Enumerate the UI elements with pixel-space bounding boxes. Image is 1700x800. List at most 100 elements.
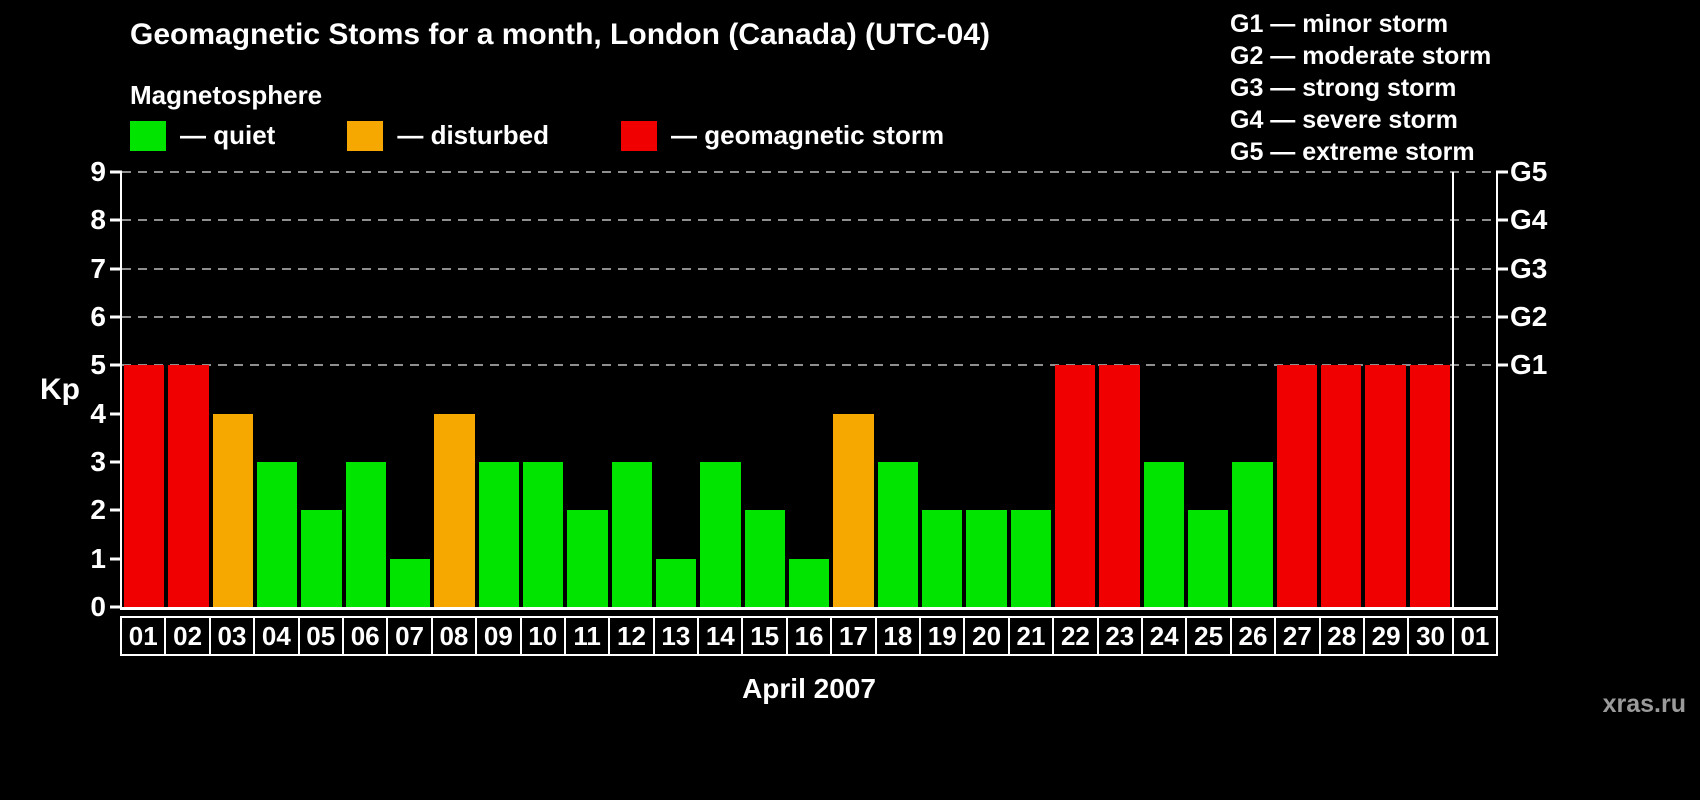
- legend-item-label: — geomagnetic storm: [671, 120, 945, 150]
- kp-bar: [434, 413, 475, 607]
- g-tick-mark-G3: [1496, 267, 1508, 271]
- day-label: 17: [830, 616, 877, 656]
- bar-column-day-04: [255, 172, 299, 607]
- kp-bar: [1187, 510, 1229, 607]
- gridline-kp-9: [122, 171, 1496, 173]
- g-legend-line-4: G4 — severe storm: [1230, 106, 1458, 134]
- kp-bar: [1409, 365, 1450, 607]
- day-label: 12: [608, 616, 655, 656]
- plot-area: Kp 01 02 03 04 05 06 07 08 09 10 11 12 13 14 15 16 17 18 1…: [40, 156, 1547, 704]
- x-axis-title: April 2007: [742, 673, 876, 704]
- kp-bar: [389, 558, 431, 607]
- kp-bar: [1099, 365, 1140, 607]
- y-tick-mark-6: [110, 315, 122, 319]
- day-label: 01: [120, 616, 167, 656]
- day-label: 28: [1318, 616, 1365, 656]
- g-tick-label-G4: G4: [1510, 204, 1548, 236]
- day-label: 13: [652, 616, 700, 656]
- y-tick-mark-4: [110, 412, 122, 416]
- day-label: 04: [253, 616, 300, 656]
- day-label: 27: [1274, 616, 1321, 656]
- kp-bar: [522, 462, 564, 607]
- kp-bar: [168, 365, 209, 607]
- bar-column-day-19: [920, 172, 964, 607]
- bar-column-day-01: [122, 172, 166, 607]
- day-label: 22: [1052, 616, 1099, 656]
- bar-column-day-20: [964, 172, 1008, 607]
- y-tick-label-2: 2: [90, 494, 106, 526]
- y-tick-mark-7: [110, 267, 122, 271]
- gridline-kp-7: [122, 267, 1496, 270]
- bar-column-day-10: [521, 172, 565, 607]
- kp-bar: [1276, 365, 1317, 607]
- day-label: 16: [785, 616, 833, 656]
- legend-item-label: — quiet: [180, 120, 276, 150]
- day-label: 23: [1096, 616, 1143, 656]
- day-label: 18: [874, 616, 922, 656]
- y-tick-label-8: 8: [90, 204, 106, 236]
- y-tick-label-6: 6: [90, 301, 106, 333]
- day-label: 15: [741, 616, 788, 656]
- gridline-kp-5: [122, 364, 1496, 367]
- day-label: 26: [1229, 616, 1277, 656]
- day-label: 10: [519, 616, 566, 656]
- g-tick-label-G3: G3: [1510, 252, 1548, 284]
- g-tick-mark-G1: [1496, 363, 1508, 367]
- bar-column-day-30: [1408, 172, 1452, 607]
- kp-bar: [1232, 462, 1273, 607]
- bar-column-day-25: [1186, 172, 1230, 607]
- y-tick-mark-8: [110, 218, 122, 222]
- g-scale-legend: G1 — minor storm G2 — moderate storm G3 — …: [1230, 8, 1491, 168]
- g-legend-line-3: G3 — strong storm: [1230, 74, 1457, 102]
- bar-column-day-08: [432, 172, 476, 607]
- bar-column-day-02: [166, 172, 210, 607]
- y-tick-label-0: 0: [90, 591, 106, 622]
- kp-bar: [1010, 510, 1051, 607]
- bar-column-day-23: [1097, 172, 1141, 607]
- bar-column-day-22: [1053, 172, 1097, 607]
- g-tick-label-G1: G1: [1510, 349, 1548, 381]
- day-label: 20: [963, 616, 1010, 656]
- y-tick-mark-9: [110, 170, 122, 174]
- day-label: 11: [563, 616, 611, 656]
- legend-item-disturbed: — disturbed: [347, 120, 549, 151]
- magnetosphere-legend: — quiet — disturbed — geomagnetic storm: [130, 120, 944, 151]
- disturbed-swatch-icon: [347, 120, 384, 151]
- y-tick-mark-3: [110, 460, 122, 464]
- kp-bar: [833, 413, 874, 607]
- gridline-kp-8: [122, 219, 1496, 222]
- kp-bar: [966, 510, 1007, 607]
- kp-bar: [877, 462, 918, 607]
- g-tick-label-G2: G2: [1510, 301, 1548, 333]
- kp-bar: [256, 462, 298, 607]
- kp-bar: [124, 365, 165, 607]
- day-label: 03: [208, 616, 256, 656]
- quiet-swatch-icon: [130, 120, 166, 151]
- g-tick-mark-G2: [1496, 315, 1508, 319]
- day-label: 05: [297, 616, 344, 656]
- day-label: 07: [386, 616, 433, 656]
- storm-swatch-icon: [621, 120, 658, 151]
- bar-column-day-05: [299, 172, 343, 607]
- kp-bar: [1143, 462, 1184, 607]
- y-tick-label-4: 4: [90, 397, 106, 429]
- y-tick-mark-1: [110, 557, 122, 561]
- day-label: 25: [1185, 616, 1232, 656]
- kp-bar: [611, 462, 652, 607]
- bar-column-day-21: [1009, 172, 1053, 607]
- bar-column-day-13: [654, 172, 698, 607]
- bar-column-day-06: [344, 172, 388, 607]
- kp-bar: [212, 413, 253, 607]
- bars: [122, 172, 1496, 607]
- y-tick-label-5: 5: [90, 349, 106, 381]
- gridline-kp-6: [122, 316, 1496, 319]
- kp-bar: [744, 510, 785, 607]
- g-tick-mark-G4: [1496, 218, 1508, 222]
- day-label: 06: [341, 616, 389, 656]
- day-label: 21: [1007, 616, 1055, 656]
- chart-title: Geomagnetic Stoms for a month, London (C…: [130, 18, 991, 51]
- legend-item-storm: — geomagnetic storm: [621, 120, 944, 151]
- bar-column-day-03: [211, 172, 255, 607]
- bar-column-day-17: [831, 172, 875, 607]
- kp-bar: [1365, 365, 1406, 607]
